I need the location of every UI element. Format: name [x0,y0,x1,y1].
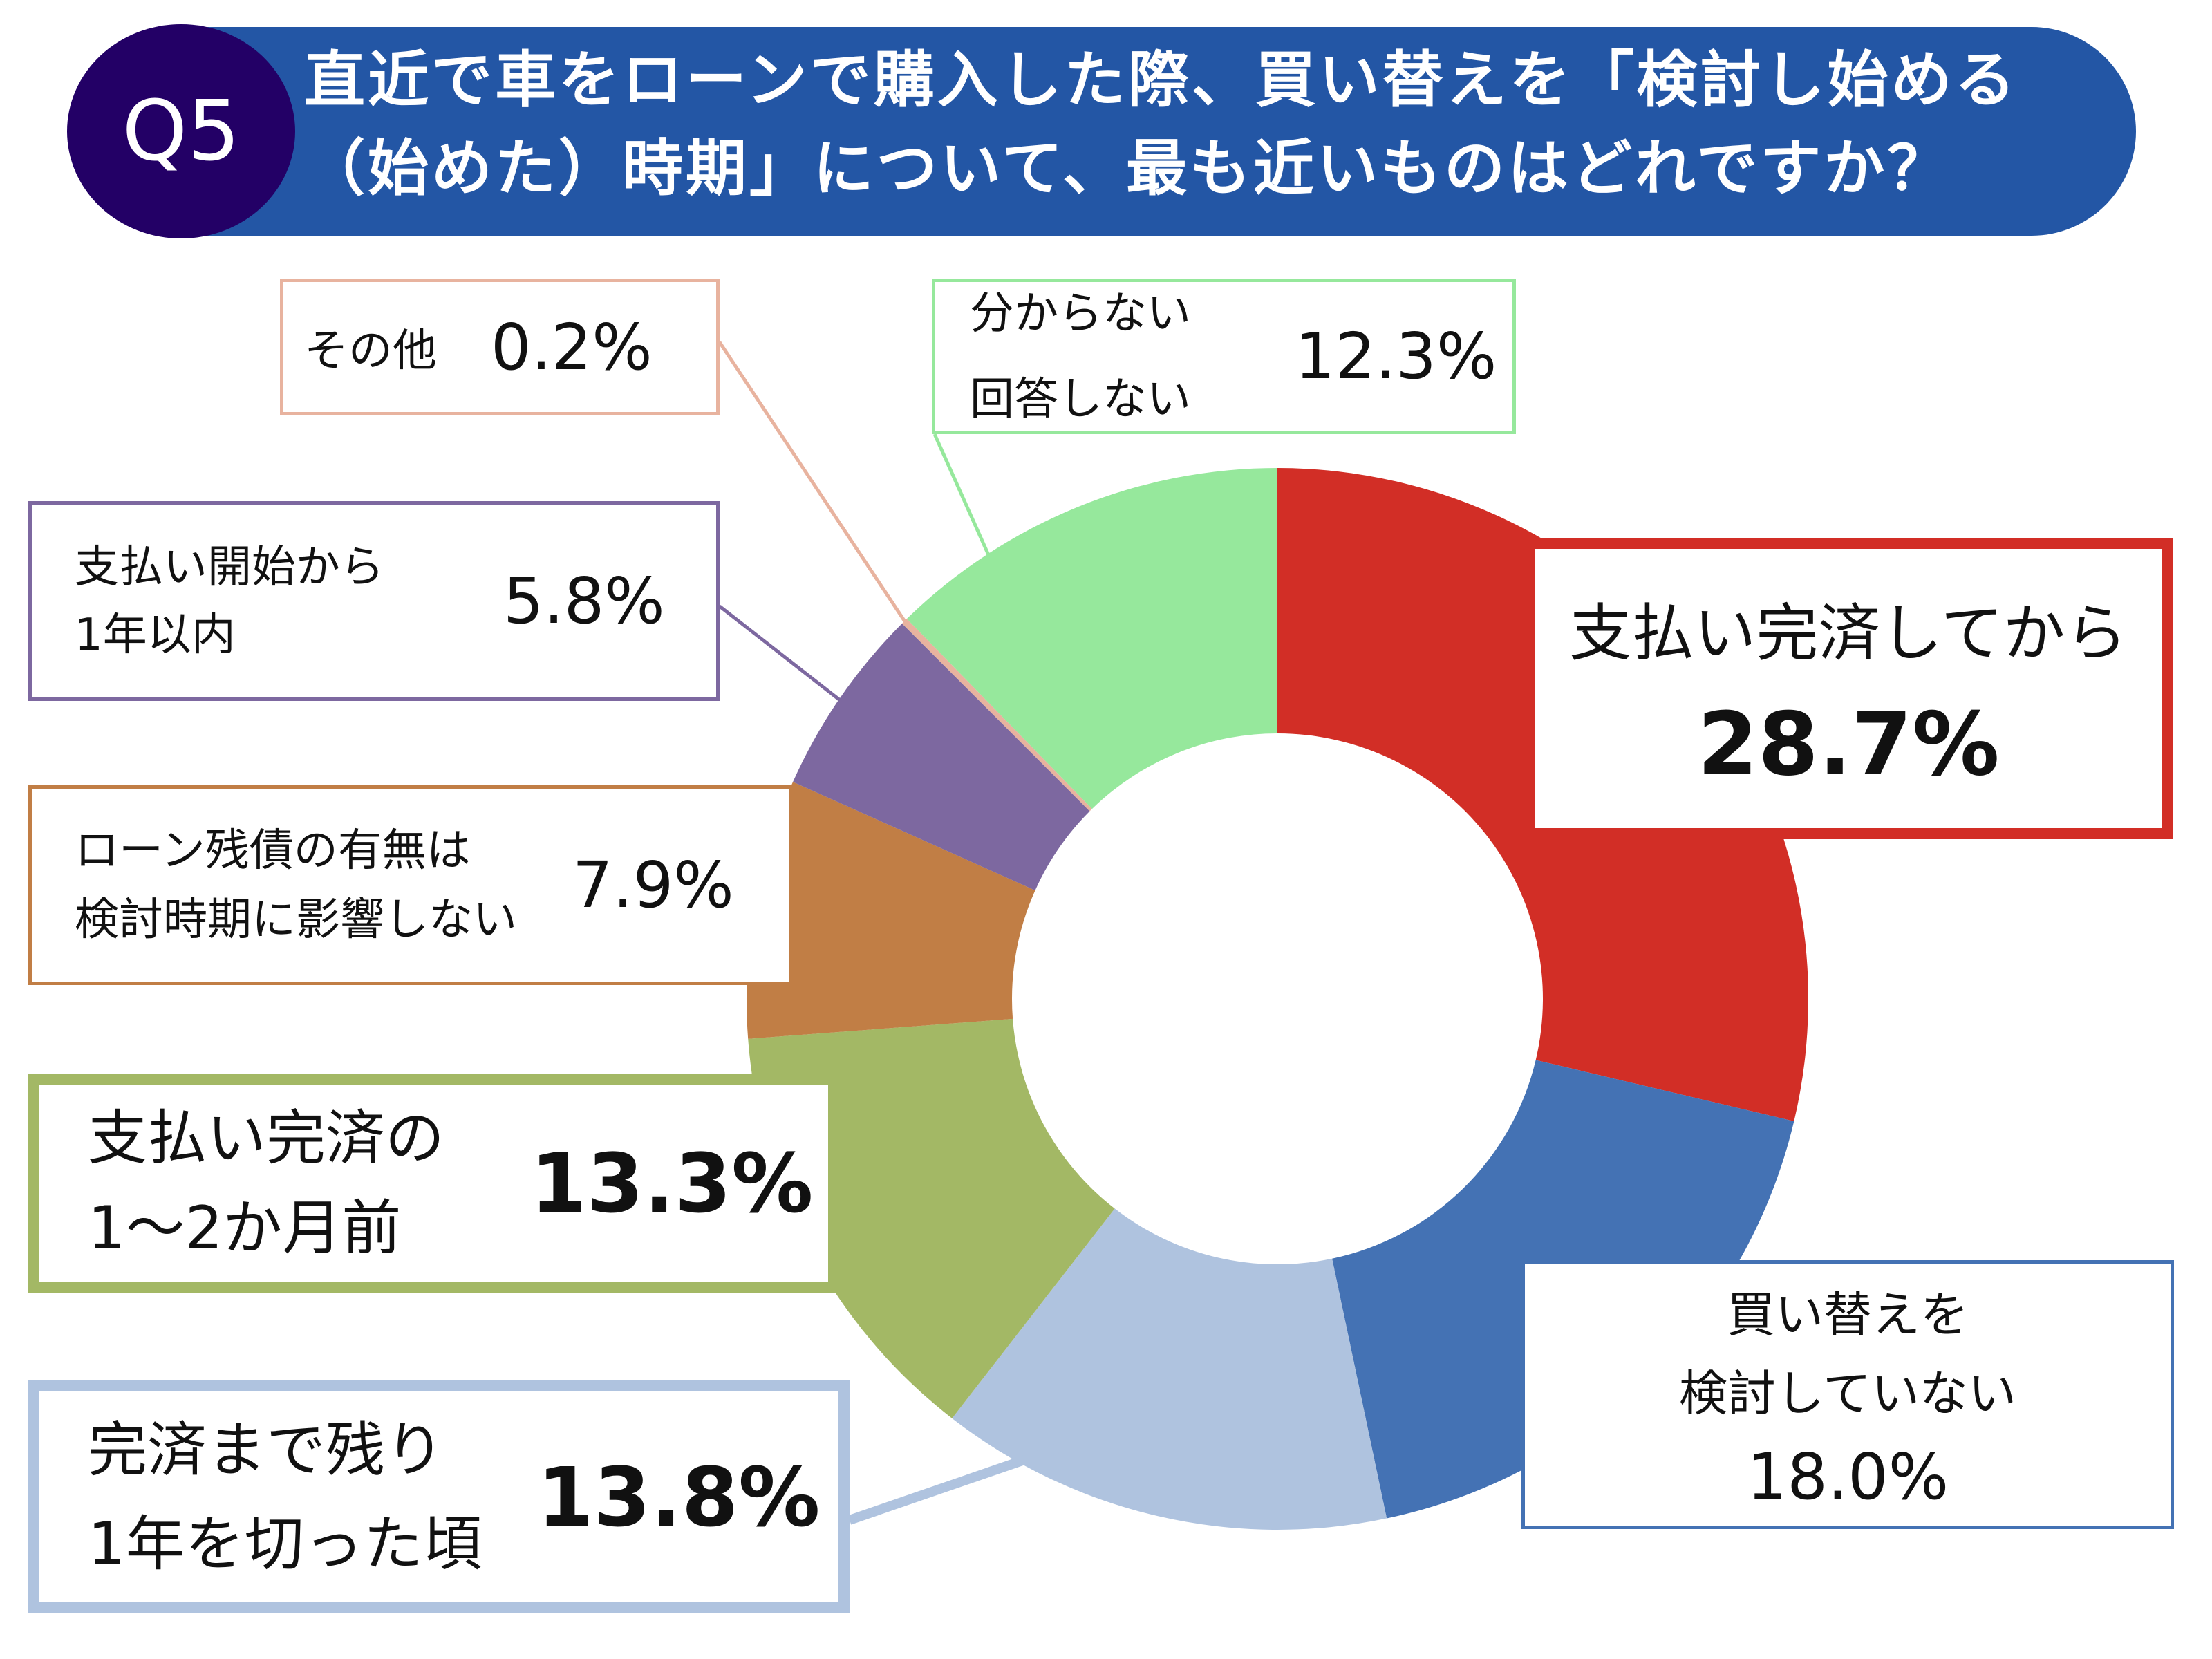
label-blue: 買い替えを 検討していない 18.0% [1521,1260,2174,1529]
donut-slice-7 [906,468,1277,809]
label-percent: 5.8% [503,564,665,638]
question-banner [181,27,2136,236]
label-text: 支払い完済してから [1569,597,2128,670]
label-other: その他 0.2% [280,279,720,415]
donut-slice-5 [793,623,1090,891]
title-line-2: （始めた）時期」について、最も近いものはどれですか？ [304,133,1951,204]
label-text: 支払い完済の 1〜2か月前 [88,1104,444,1263]
label-text: その他 [304,326,437,377]
leader-line-unknown [932,433,991,558]
label-text: 買い替えを 検討していない [1679,1286,2016,1422]
label-lightblue: 完済まで残り 1年を切った頃 13.8% [28,1380,850,1613]
label-red: 支払い完済してから 28.7% [1524,538,2173,839]
label-percent: 13.8% [537,1449,821,1545]
question-number-badge: Q5 [67,24,295,238]
donut-slice-3 [748,1018,1115,1418]
question-title: 直近で車をローンで購入した際、買い替えを「検討し始める （始めた）時期」について… [304,36,2115,229]
label-percent: 12.3% [1295,319,1497,393]
label-percent: 13.3% [530,1136,814,1231]
leader-line-other [718,341,908,625]
leader-line-lightblue [847,1441,1067,1525]
donut-slice-4 [747,782,1035,1039]
label-text: ローン残債の有無は 検討時期に影響しない [75,825,517,946]
label-percent: 7.9% [572,848,734,922]
label-percent: 0.2% [491,310,653,384]
label-text: 完済まで残り 1年を切った頃 [88,1415,482,1579]
title-line-1: 直近で車をローンで購入した際、買い替えを「検討し始める [304,44,2018,115]
label-brown: ローン残債の有無は 検討時期に影響しない 7.9% [28,785,792,985]
label-percent: 28.7% [1697,693,2000,795]
leader-line-purple [718,605,841,701]
label-text: 支払い開始から 1年以内 [75,541,384,661]
donut-slice-6 [901,619,1092,812]
label-percent: 18.0% [1746,1440,1949,1514]
label-unknown: 分からない 回答しない 12.3% [932,279,1516,434]
label-green: 支払い完済の 1〜2か月前 13.3% [28,1074,839,1293]
label-purple: 支払い開始から 1年以内 5.8% [28,501,720,701]
label-text: 分からない 回答しない [970,288,1191,425]
